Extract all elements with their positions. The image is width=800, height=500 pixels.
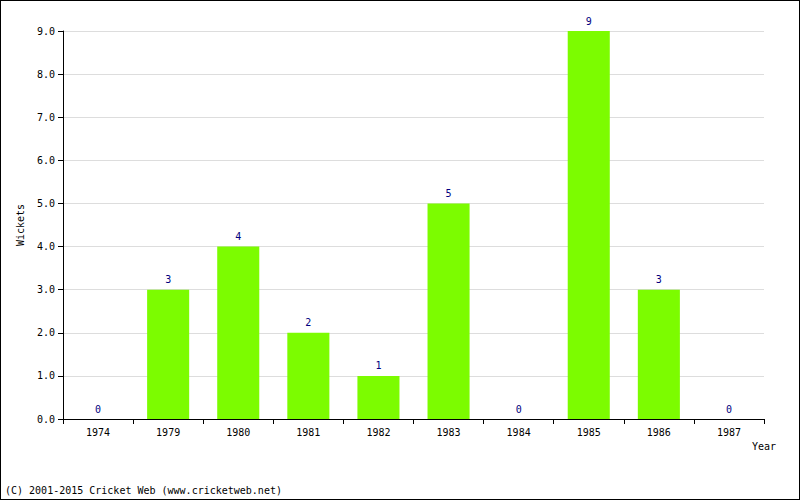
svg-text:1981: 1981 — [296, 427, 320, 438]
svg-text:5.0: 5.0 — [37, 198, 55, 209]
svg-text:4.0: 4.0 — [37, 241, 55, 252]
svg-text:1982: 1982 — [366, 427, 390, 438]
svg-text:1.0: 1.0 — [37, 370, 55, 381]
svg-text:9: 9 — [586, 16, 592, 27]
svg-text:5: 5 — [446, 188, 452, 199]
svg-text:1987: 1987 — [717, 427, 741, 438]
svg-text:3: 3 — [165, 274, 171, 285]
svg-text:2.0: 2.0 — [37, 327, 55, 338]
svg-text:Wickets: Wickets — [15, 204, 26, 246]
svg-text:3.0: 3.0 — [37, 284, 55, 295]
svg-text:1983: 1983 — [437, 427, 461, 438]
svg-text:0: 0 — [95, 404, 101, 415]
svg-text:Year: Year — [752, 441, 776, 452]
svg-text:7.0: 7.0 — [37, 112, 55, 123]
svg-text:8.0: 8.0 — [37, 69, 55, 80]
svg-text:6.0: 6.0 — [37, 155, 55, 166]
svg-text:4: 4 — [235, 231, 241, 242]
svg-text:3: 3 — [656, 274, 662, 285]
svg-text:1984: 1984 — [507, 427, 531, 438]
svg-text:(C) 2001-2015 Cricket Web (www: (C) 2001-2015 Cricket Web (www.cricketwe… — [5, 485, 282, 496]
svg-text:1980: 1980 — [226, 427, 250, 438]
svg-text:1986: 1986 — [647, 427, 671, 438]
svg-text:0.0: 0.0 — [37, 414, 55, 425]
svg-text:1: 1 — [375, 360, 381, 371]
svg-text:0: 0 — [726, 404, 732, 415]
svg-text:1979: 1979 — [156, 427, 180, 438]
svg-text:9.0: 9.0 — [37, 26, 55, 37]
svg-text:1985: 1985 — [577, 427, 601, 438]
svg-text:2: 2 — [305, 317, 311, 328]
svg-text:0: 0 — [516, 404, 522, 415]
svg-text:1974: 1974 — [86, 427, 110, 438]
